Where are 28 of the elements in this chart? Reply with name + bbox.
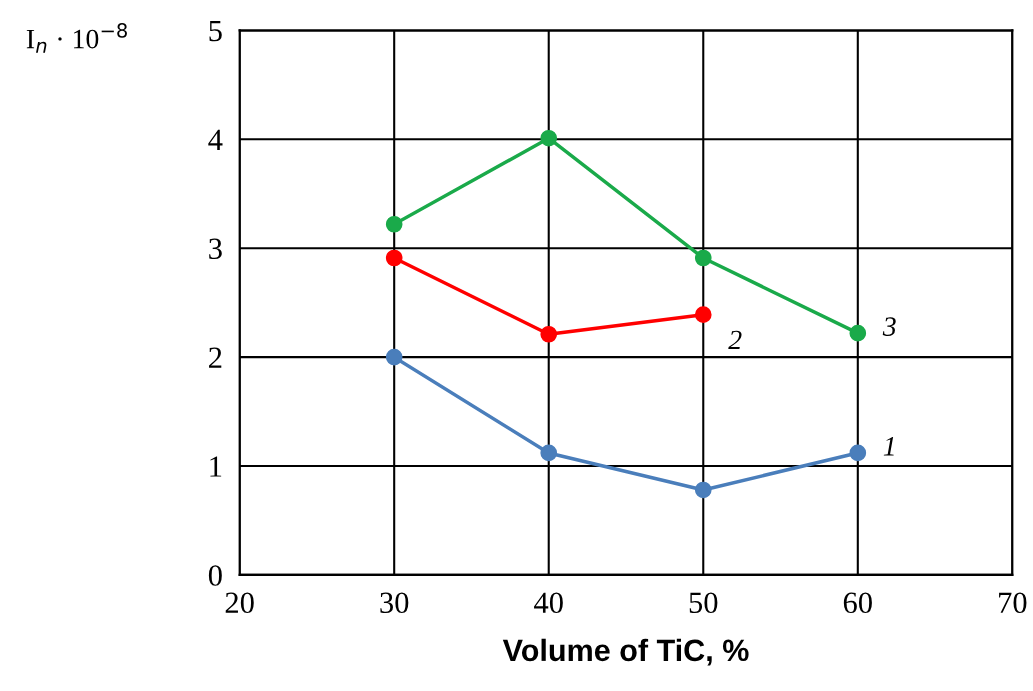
x-tick-label: 40 — [534, 592, 563, 614]
point — [385, 348, 403, 366]
x-tick-label: 30 — [380, 592, 409, 614]
point — [540, 444, 558, 462]
y-tick-label: 5 — [209, 21, 222, 42]
point — [694, 481, 712, 499]
y-tick-label: 3 — [209, 238, 222, 260]
x-tick-label: 50 — [689, 592, 718, 614]
point — [385, 215, 403, 233]
point — [540, 325, 558, 343]
y-tick-label: 4 — [208, 129, 223, 150]
x-axis-title: Volume of TiC, % — [502, 638, 749, 666]
x-tick-label: 70 — [999, 592, 1027, 614]
series-label: 2 — [728, 330, 742, 350]
x-tick-label: 60 — [843, 592, 872, 614]
point — [849, 324, 867, 342]
y-tick-label: 1 — [210, 456, 222, 477]
series-label: 1 — [883, 437, 894, 456]
x-tick-label: 20 — [225, 592, 254, 614]
point — [694, 306, 712, 323]
point — [385, 249, 403, 267]
y-axis-title: I$_{n}$ · 10$^{−8}$ — [26, 23, 127, 53]
point — [694, 249, 712, 267]
point — [540, 129, 558, 147]
y-tick-label: 0 — [208, 565, 222, 586]
point — [849, 444, 867, 462]
series-label: 3 — [882, 317, 896, 336]
y-tick-label: 2 — [209, 347, 222, 368]
